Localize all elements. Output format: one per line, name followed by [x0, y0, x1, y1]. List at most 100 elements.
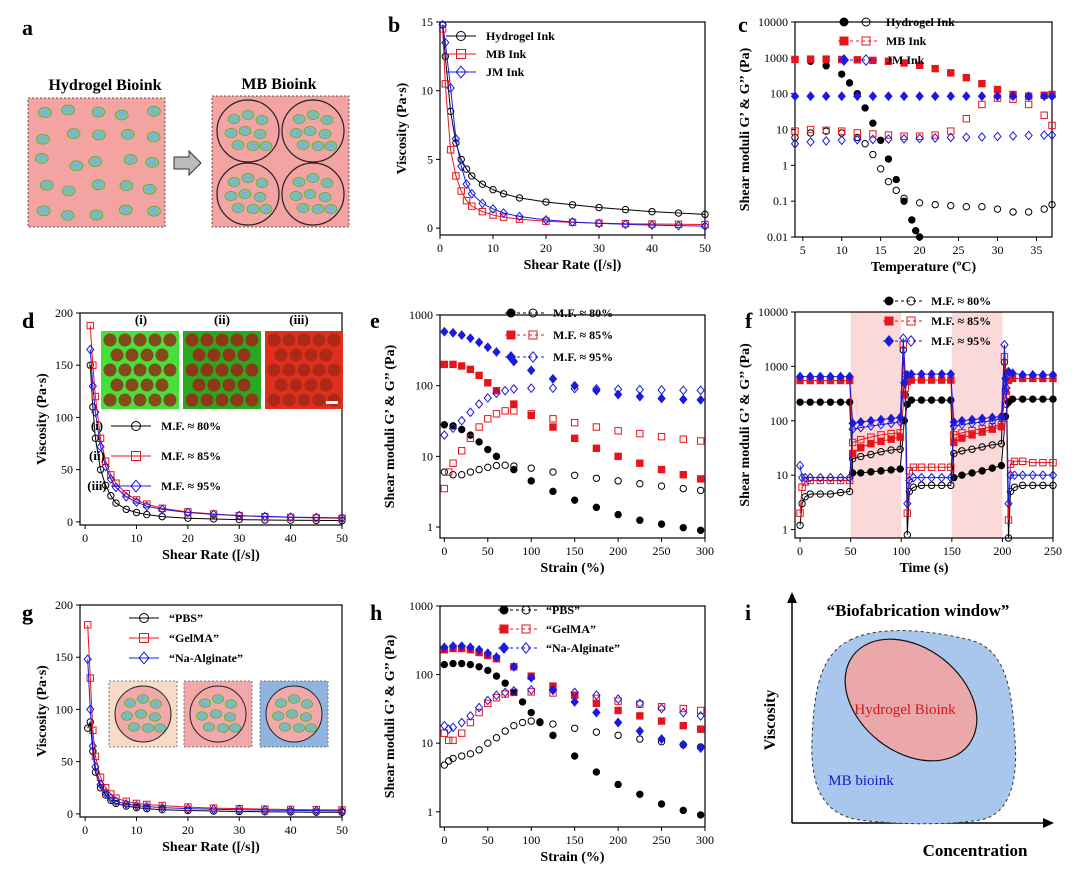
y-tick-label: 100	[55, 702, 73, 716]
data-point	[492, 690, 501, 701]
y-axis-label: Viscosity (Pa·s)	[395, 82, 410, 174]
data-point	[499, 190, 508, 198]
data-point	[938, 463, 946, 471]
data-point	[444, 468, 453, 476]
data-point	[96, 434, 105, 443]
y-tick-label: 200	[55, 306, 73, 320]
data-point	[674, 209, 683, 217]
data-point	[837, 91, 846, 102]
data-point	[791, 55, 799, 64]
data-point	[1024, 130, 1033, 141]
y-tick-label: 0.1	[773, 194, 788, 208]
data-point	[1048, 470, 1058, 481]
legend: M.F. ≈ 80% M.F. ≈ 85% M.F. ≈ 95%	[505, 306, 613, 364]
data-point	[853, 133, 862, 142]
series-80-g-	[796, 395, 1057, 482]
x-tick-label: 150	[566, 833, 584, 847]
data-point	[822, 62, 830, 70]
mb-bioink-region-label: MB bioink	[828, 773, 894, 789]
panel-letter-c: c	[738, 12, 748, 37]
data-point	[478, 207, 487, 216]
particle	[133, 363, 147, 377]
data-point	[993, 205, 1002, 213]
data-point	[457, 641, 466, 652]
particle	[185, 393, 199, 407]
data-point	[977, 132, 987, 142]
data-point	[978, 467, 986, 475]
data-point	[484, 739, 492, 747]
data-point	[869, 130, 877, 138]
data-point	[962, 73, 971, 82]
legend-marker	[131, 421, 141, 431]
cell-nucleus	[299, 205, 307, 211]
data-point	[946, 91, 955, 102]
hydrogel-bioink-title: Hydrogel Bioink	[48, 77, 161, 94]
data-point	[636, 790, 644, 798]
data-point	[466, 407, 475, 418]
data-point	[867, 439, 875, 448]
data-point	[696, 475, 705, 483]
particle	[230, 363, 244, 377]
data-point	[489, 185, 497, 194]
legend-marker-filled	[506, 308, 516, 318]
data-point	[838, 129, 846, 137]
particle	[215, 393, 229, 407]
cell-nucleus	[244, 112, 252, 118]
data-point	[867, 450, 875, 459]
panel-i-schematic: “Biofabrication window” Viscosity Concen…	[762, 592, 1054, 860]
data-point	[548, 383, 558, 394]
data-point	[795, 371, 805, 382]
data-point	[474, 337, 484, 348]
plot-frame	[439, 21, 706, 236]
data-point	[837, 135, 846, 146]
particle	[312, 363, 326, 377]
data-point	[931, 200, 939, 209]
data-point	[1038, 369, 1048, 380]
cell-nucleus	[227, 701, 235, 707]
data-point	[636, 459, 644, 467]
data-point	[492, 386, 501, 395]
mb-bioink-title: MB Bioink	[241, 76, 316, 93]
particle	[297, 333, 311, 347]
data-point	[696, 743, 705, 753]
cell-nucleus	[152, 701, 160, 707]
data-point	[441, 37, 450, 48]
data-point	[977, 91, 987, 102]
data-point	[158, 802, 167, 813]
legend-marker-open	[521, 624, 531, 634]
data-point	[570, 418, 579, 427]
chart-e: e 0 50 100 150 200 250 300 1 10 100 1000 Strain (%) S…	[370, 306, 714, 576]
legend: “PBS” “GelMA” “Na-Alginate”	[498, 603, 620, 655]
x-tick-label: 20	[182, 823, 194, 837]
cell-nucleus	[94, 131, 104, 138]
data-point	[903, 509, 912, 517]
particle	[148, 363, 162, 377]
data-point	[915, 199, 924, 207]
hydrogel-bioink-region	[844, 638, 978, 762]
data-point	[462, 179, 471, 190]
x-tick-label: 50	[699, 241, 711, 255]
cell-nucleus	[295, 116, 303, 122]
data-point	[917, 369, 926, 380]
data-point	[806, 398, 814, 406]
particle	[319, 348, 333, 362]
y-tick-label: 100	[770, 87, 788, 101]
legend-marker-open	[906, 316, 916, 326]
data-point	[312, 805, 321, 816]
data-point	[449, 422, 457, 430]
data-point	[978, 100, 986, 109]
data-point	[1024, 91, 1033, 102]
cell-nucleus	[40, 109, 49, 116]
particle	[133, 333, 147, 347]
series-hydrogel-ink-g-	[791, 127, 1056, 216]
data-point	[909, 463, 918, 471]
data-point	[1040, 130, 1049, 140]
data-point	[700, 221, 710, 232]
cell-nucleus	[149, 133, 158, 140]
data-point	[915, 132, 924, 140]
legend-label: “PBS”	[169, 611, 203, 625]
data-point	[1006, 487, 1015, 496]
panel-letter-b: b	[388, 12, 400, 37]
plot-frame	[439, 605, 706, 828]
data-point	[527, 688, 535, 696]
